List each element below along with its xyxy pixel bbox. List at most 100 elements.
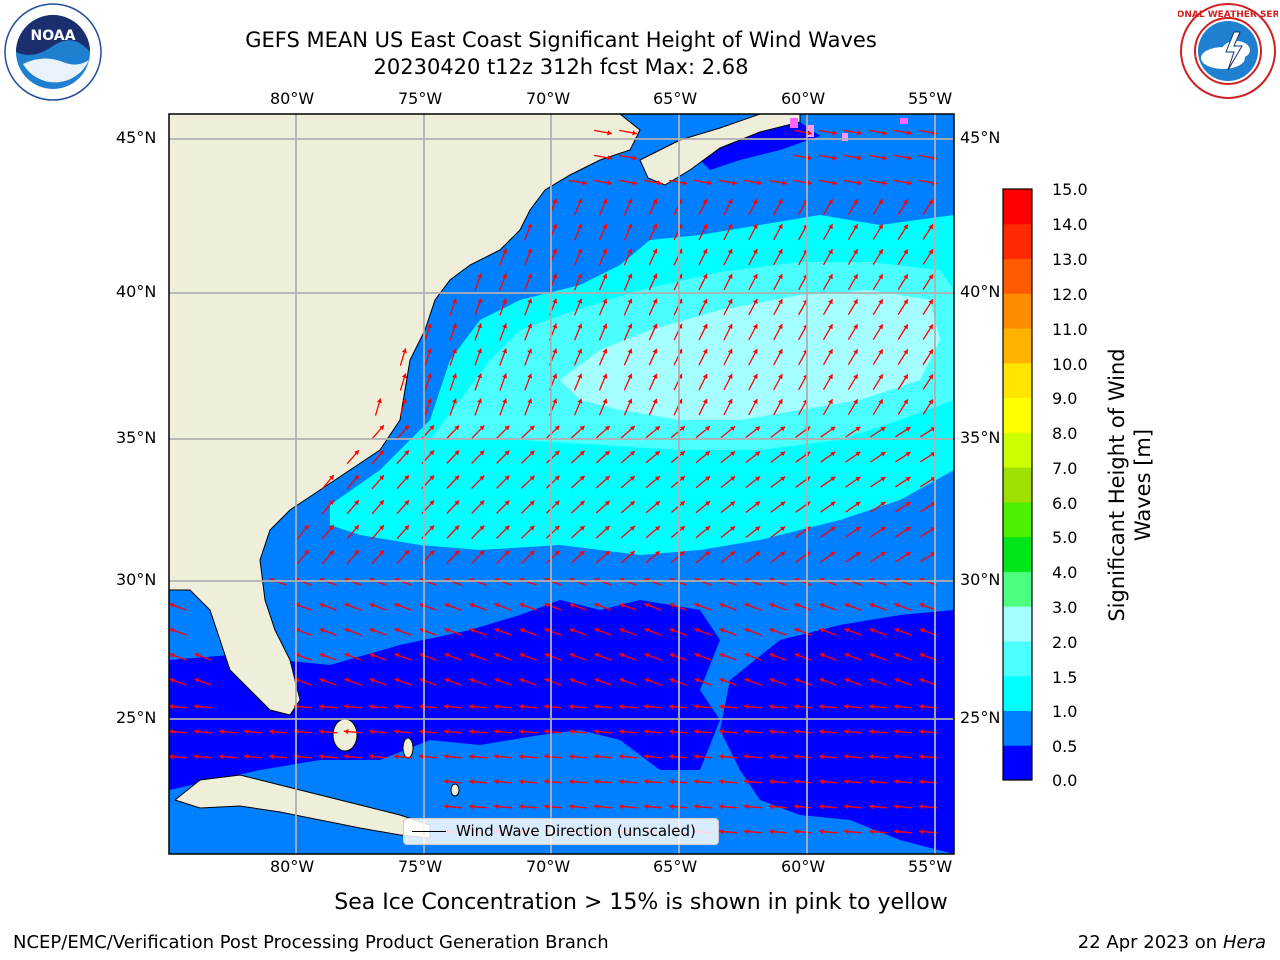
wave-arrow-head <box>680 526 685 531</box>
wave-arrow-head <box>394 704 399 710</box>
wave-arrow-head <box>928 224 933 230</box>
wave-arrow-head <box>882 130 887 136</box>
wave-arrow-head <box>705 501 710 506</box>
wave-arrow-head <box>607 155 612 161</box>
wave-arrow-head <box>329 525 334 530</box>
wave-arrow-head <box>794 729 799 735</box>
wave-arrow-head <box>669 754 674 760</box>
lat-label-right: 30°N <box>960 570 1001 589</box>
colorbar-tick: 15.0 <box>1052 180 1088 199</box>
wave-arrow-head <box>853 374 858 380</box>
wave-arrow-head <box>477 398 482 404</box>
colorbar-tick: 6.0 <box>1052 494 1078 513</box>
wave-arrow-head <box>419 729 424 735</box>
wave-arrow-head <box>329 500 334 505</box>
wave-arrow-head <box>444 628 450 633</box>
colorbar-tick: 1.5 <box>1052 668 1078 687</box>
wave-arrow-head <box>169 754 174 760</box>
wave-arrow-head <box>778 299 783 305</box>
wave-arrow-head <box>619 754 624 760</box>
wave-arrow-head <box>778 399 783 405</box>
wave-arrow-head <box>494 653 500 658</box>
wave-arrow-head <box>727 299 733 304</box>
wave-arrow-head <box>878 199 883 205</box>
wave-arrow-head <box>194 754 199 760</box>
wave-arrow-head <box>502 298 507 304</box>
wave-arrow-head <box>379 425 384 431</box>
wave-arrow-head <box>844 754 849 760</box>
wave-arrow-head <box>627 198 633 204</box>
lon-label-bottom: 60°W <box>781 857 826 876</box>
wave-arrow-head <box>394 628 400 633</box>
wave-arrow-head <box>744 754 749 760</box>
wave-arrow-head <box>702 223 708 229</box>
wave-arrow-head <box>619 804 624 810</box>
wave-arrow-head <box>744 653 750 658</box>
wave-arrow-head <box>494 678 500 683</box>
wave-arrow-head <box>844 804 849 810</box>
wave-arrow-head <box>494 603 500 608</box>
wave-arrow-head <box>744 678 750 683</box>
wave-arrow-head <box>194 678 200 683</box>
wave-arrow-head <box>894 829 899 835</box>
wave-arrow-head <box>794 779 799 785</box>
lat-label-right: 40°N <box>960 282 1001 301</box>
wave-arrow-head <box>794 804 799 810</box>
wave-arrow-head <box>627 248 633 254</box>
wave-arrow-head <box>594 628 600 633</box>
wave-arrow-head <box>579 500 585 506</box>
colorbar-tick: 0.5 <box>1052 737 1078 756</box>
wave-arrow-head <box>329 475 334 480</box>
wave-arrow-head <box>928 299 933 305</box>
wave-arrow-head <box>527 348 533 354</box>
wave-arrow-head <box>780 426 786 432</box>
colorbar-tick: 4.0 <box>1052 563 1078 582</box>
wave-arrow-head <box>907 155 912 161</box>
wave-arrow-head <box>869 754 874 760</box>
land-island <box>450 783 460 797</box>
wave-arrow-head <box>832 180 837 186</box>
wave-arrow-head <box>680 476 685 481</box>
wave-zone-0.0-0.5m-north <box>700 122 820 170</box>
wave-arrow-head <box>652 348 658 354</box>
wave-arrow-head <box>602 248 608 254</box>
wave-arrow-head <box>569 804 574 810</box>
wave-arrow-head <box>344 628 350 633</box>
wave-arrow-head <box>219 729 224 735</box>
wave-arrow-head <box>830 501 836 507</box>
wave-arrow-head <box>519 804 524 810</box>
wave-arrow-head <box>869 804 874 810</box>
wave-arrow-head <box>744 779 749 785</box>
wave-arrow-head <box>654 476 660 481</box>
wave-arrow-head <box>694 704 699 710</box>
wave-arrow-head <box>828 349 833 355</box>
wave-arrow-head <box>619 603 625 608</box>
wave-arrow-head <box>379 450 384 456</box>
wave-arrow-head <box>778 274 783 280</box>
wave-arrow-head <box>629 451 635 456</box>
wave-arrow-head <box>604 501 610 506</box>
wave-arrow-head <box>644 779 649 785</box>
wave-arrow-head <box>479 450 485 456</box>
wave-arrow-head <box>479 475 485 481</box>
wave-arrow-head <box>905 527 911 532</box>
wave-arrow-head <box>404 425 409 431</box>
wave-arrow-head <box>454 450 460 456</box>
wave-arrow-head <box>479 525 485 531</box>
wave-arrow-head <box>269 754 274 760</box>
wave-arrow-head <box>594 678 600 683</box>
wave-arrow-head <box>427 348 432 354</box>
wave-arrow-head <box>794 653 800 658</box>
wave-arrow-head <box>830 476 836 482</box>
wave-arrow-head <box>627 373 633 379</box>
wave-arrow-head <box>577 298 583 304</box>
wave-arrow-head <box>569 653 575 658</box>
wave-arrow-head <box>454 500 460 506</box>
wave-arrow-head <box>504 500 510 506</box>
colorbar <box>1003 189 1032 781</box>
wave-arrow-head <box>654 501 660 506</box>
wave-arrow-head <box>594 804 599 810</box>
wave-arrow-head <box>429 425 435 431</box>
wave-arrow-head <box>928 274 933 280</box>
wave-arrow-head <box>905 502 911 507</box>
